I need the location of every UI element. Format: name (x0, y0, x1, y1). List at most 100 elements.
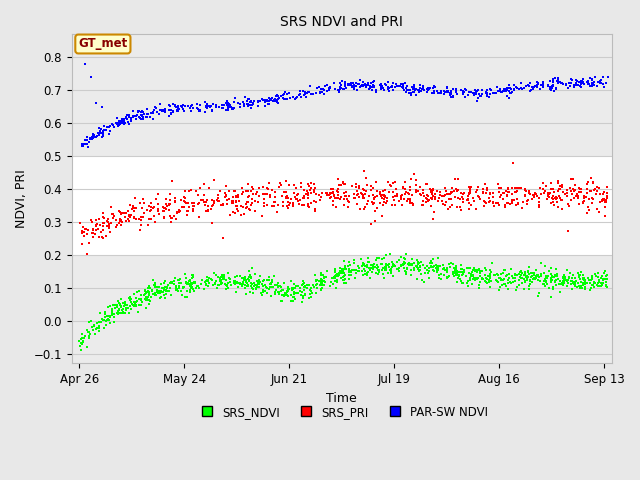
Point (145, 285, 156, 292)
Point (393, 264, 403, 272)
Point (555, 182, 565, 190)
Point (405, 195, 415, 203)
Point (419, 278, 429, 286)
Point (554, 185, 564, 193)
Point (536, 270, 547, 278)
Point (548, 185, 558, 193)
Point (115, 120, 125, 128)
Point (397, 82, 408, 90)
Point (580, 280, 590, 288)
Point (83, 143, 93, 151)
Point (291, 195, 301, 203)
Point (111, 119, 121, 127)
Point (465, 185, 476, 192)
Point (78, 337, 88, 345)
Point (470, 274, 481, 282)
Point (79, 228, 90, 236)
Point (545, 84, 556, 91)
Point (521, 82, 531, 89)
Point (270, 282, 280, 289)
Point (238, 203, 248, 211)
Point (477, 86, 487, 94)
Point (221, 99, 231, 107)
Point (282, 95, 292, 103)
Point (77, 334, 87, 342)
Point (322, 81, 332, 89)
Point (207, 196, 218, 204)
Point (399, 80, 410, 87)
Point (108, 301, 118, 309)
Point (452, 90, 462, 98)
Point (303, 191, 314, 199)
Point (449, 267, 460, 275)
Point (310, 198, 321, 205)
Point (597, 73, 607, 81)
Point (396, 193, 406, 201)
Point (422, 266, 433, 274)
Point (512, 187, 522, 194)
Point (103, 303, 113, 311)
Point (485, 85, 495, 93)
Point (403, 86, 413, 94)
Point (122, 115, 132, 122)
Point (495, 191, 506, 199)
Point (236, 212, 246, 219)
Point (552, 198, 562, 205)
Point (238, 278, 248, 286)
Point (144, 291, 154, 299)
Point (140, 295, 150, 303)
Point (299, 192, 309, 199)
Point (408, 266, 419, 274)
Point (525, 87, 535, 95)
Point (546, 276, 556, 284)
Point (593, 78, 604, 86)
Point (559, 275, 570, 283)
Point (253, 97, 264, 105)
Point (408, 84, 418, 92)
Point (214, 104, 225, 111)
Point (271, 281, 282, 289)
Point (189, 287, 200, 295)
Point (528, 276, 538, 283)
Point (163, 281, 173, 288)
Point (559, 279, 569, 287)
Point (442, 264, 452, 272)
Y-axis label: NDVI, PRI: NDVI, PRI (15, 169, 28, 228)
Point (136, 216, 147, 224)
Point (350, 275, 360, 282)
Point (141, 294, 152, 302)
Point (298, 279, 308, 287)
Point (268, 198, 278, 206)
Point (105, 228, 115, 235)
Point (359, 168, 369, 175)
Point (287, 200, 298, 207)
Point (337, 267, 348, 275)
Point (562, 189, 572, 196)
Point (116, 217, 127, 225)
Point (563, 200, 573, 207)
Point (264, 285, 274, 292)
Point (380, 266, 390, 274)
Point (484, 274, 495, 282)
Point (443, 205, 453, 213)
Point (248, 99, 258, 107)
Point (159, 207, 169, 215)
Point (495, 85, 505, 93)
Point (388, 262, 399, 269)
Point (416, 270, 426, 278)
Point (385, 266, 396, 274)
Point (179, 187, 189, 195)
Point (298, 277, 308, 285)
Point (99, 316, 109, 324)
Point (452, 274, 463, 282)
Point (488, 271, 499, 279)
Point (468, 272, 478, 280)
Point (299, 91, 309, 98)
Point (550, 84, 561, 92)
Point (316, 278, 326, 286)
Point (298, 280, 308, 288)
Point (110, 304, 120, 312)
Point (404, 259, 414, 267)
Point (586, 284, 596, 292)
Point (150, 195, 161, 203)
